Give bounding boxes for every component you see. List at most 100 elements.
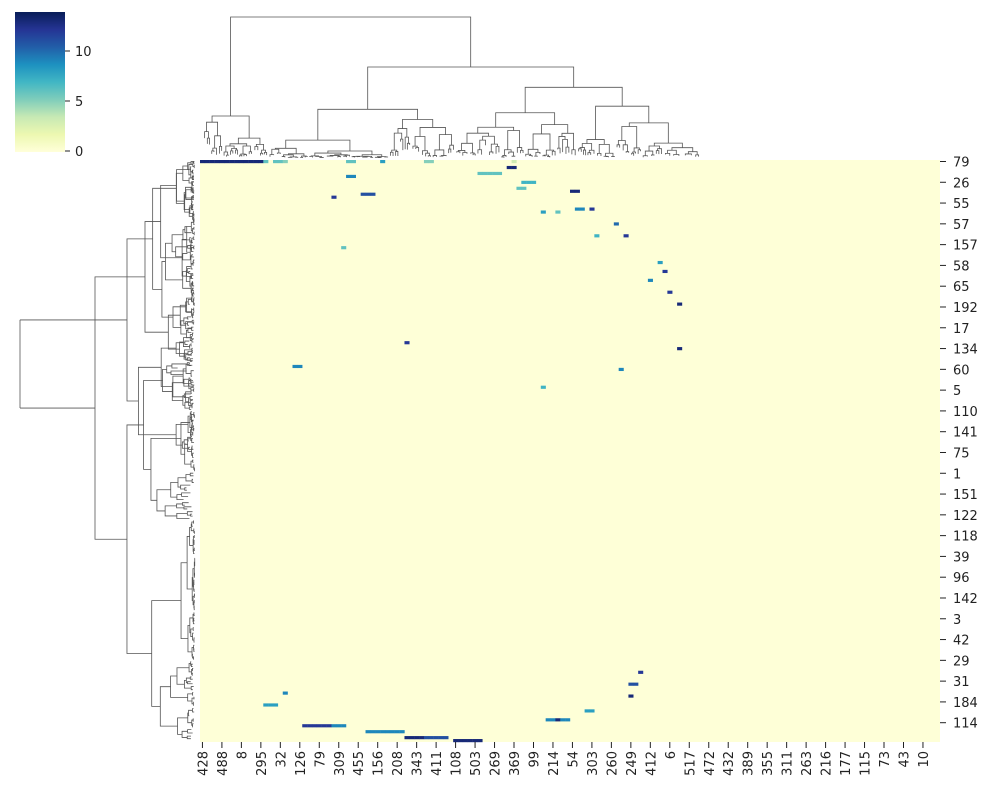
heatmap-cell	[458, 739, 464, 743]
heatmap-cell	[570, 189, 576, 193]
heatmap-cell	[638, 670, 644, 674]
dendrogram-link	[477, 149, 483, 155]
dendrogram-link	[187, 415, 191, 434]
dendrogram-link	[301, 155, 307, 158]
row-label: 39	[953, 550, 970, 565]
dendrogram-link	[192, 169, 194, 174]
col-label: 343	[411, 751, 426, 776]
dendrogram-link	[193, 298, 195, 305]
dendrogram-link	[337, 156, 341, 158]
dendrogram-link	[616, 144, 621, 148]
dendrogram-link	[151, 600, 182, 707]
dendrogram-link	[191, 237, 194, 244]
row-label: 134	[953, 343, 978, 358]
row-label: 3	[953, 613, 961, 628]
dendrogram-link	[181, 492, 191, 497]
dendrogram-link	[192, 210, 194, 216]
dendrogram-link	[191, 247, 194, 252]
heatmap-cell	[589, 709, 595, 713]
dendrogram-link	[583, 149, 587, 156]
dendrogram-link	[191, 697, 194, 705]
dendrogram-link	[193, 388, 195, 392]
dendrogram-link	[281, 156, 286, 158]
heatmap-cell	[346, 160, 352, 164]
col-label: 115	[859, 751, 874, 776]
dendrogram-link	[184, 401, 191, 409]
row-label: 79	[953, 155, 970, 170]
dendrogram-link	[243, 154, 247, 157]
col-label: 208	[391, 751, 406, 776]
heatmap-cell	[633, 682, 639, 686]
heatmap-cell	[511, 165, 517, 170]
dendrogram-link	[414, 136, 426, 151]
dendrogram-link	[192, 287, 194, 291]
row-label: 42	[953, 634, 970, 649]
dendrogram-link	[191, 521, 194, 527]
dendrogram-link	[651, 154, 655, 156]
heatmap-cell	[258, 160, 264, 164]
dendrogram-link	[367, 66, 575, 110]
heatmap-cell	[438, 736, 444, 740]
dendrogram-link	[185, 321, 193, 330]
dendrogram-link	[191, 445, 194, 450]
dendrogram-link	[579, 147, 585, 151]
col-label: 311	[781, 751, 796, 776]
heatmap-cell	[311, 724, 318, 728]
dendrogram-link	[561, 132, 574, 150]
dendrogram-link	[508, 151, 514, 157]
col-label: 517	[683, 751, 698, 776]
row-label: 114	[953, 717, 978, 732]
dendrogram-link	[166, 365, 172, 374]
heatmap-cell	[482, 171, 488, 176]
heatmap-cell	[613, 222, 619, 226]
dendrogram-link	[190, 187, 194, 193]
dendrogram-link	[20, 319, 127, 409]
dendrogram-link	[193, 464, 195, 470]
dendrogram-link	[525, 153, 532, 157]
col-label: 472	[703, 751, 718, 776]
heatmap-cell	[531, 180, 537, 184]
dendrogram-link	[192, 227, 195, 234]
row-label: 118	[953, 530, 978, 545]
col-label: 488	[216, 751, 231, 776]
dendrogram-link	[186, 226, 192, 253]
dendrogram-link	[528, 155, 533, 157]
heatmap-cell	[623, 234, 629, 238]
dendrogram-link	[150, 438, 181, 501]
dendrogram-link	[191, 419, 194, 424]
heatmap-cell	[370, 192, 376, 196]
dendrogram-link	[191, 196, 193, 203]
dendrogram-link	[191, 319, 195, 324]
dendrogram-link	[193, 588, 195, 592]
dendrogram-link	[190, 263, 193, 270]
dendrogram-link	[192, 627, 194, 631]
dendrogram-link	[188, 207, 193, 217]
dendrogram-link	[395, 151, 399, 156]
row-label: 142	[953, 592, 978, 607]
dendrogram-link	[187, 299, 192, 305]
dendrogram-link	[310, 155, 319, 157]
dendrogram-link	[143, 380, 163, 470]
heatmap-cell	[399, 730, 405, 734]
dendrogram-link	[186, 266, 192, 277]
colorbar-tick-label: 10	[75, 45, 92, 60]
dendrogram-link	[190, 255, 194, 264]
dendrogram-link	[673, 154, 680, 156]
dendrogram-link	[192, 187, 194, 191]
row-label: 184	[953, 696, 978, 711]
dendrogram-link	[193, 307, 195, 312]
dendrogram-link	[192, 216, 195, 222]
dendrogram-link	[362, 156, 368, 158]
dendrogram-link	[180, 484, 191, 490]
dendrogram-link	[190, 513, 193, 517]
dendrogram-link	[595, 105, 650, 140]
dendrogram-link	[466, 132, 489, 144]
heatmap-cell	[375, 730, 381, 734]
dendrogram-link	[192, 384, 195, 388]
dendrogram-link	[400, 138, 404, 151]
dendrogram-link	[192, 312, 195, 316]
dendrogram-link	[184, 226, 192, 234]
col-label: 8	[235, 751, 250, 759]
dendrogram-link	[159, 686, 178, 727]
col-label: 260	[605, 751, 620, 776]
